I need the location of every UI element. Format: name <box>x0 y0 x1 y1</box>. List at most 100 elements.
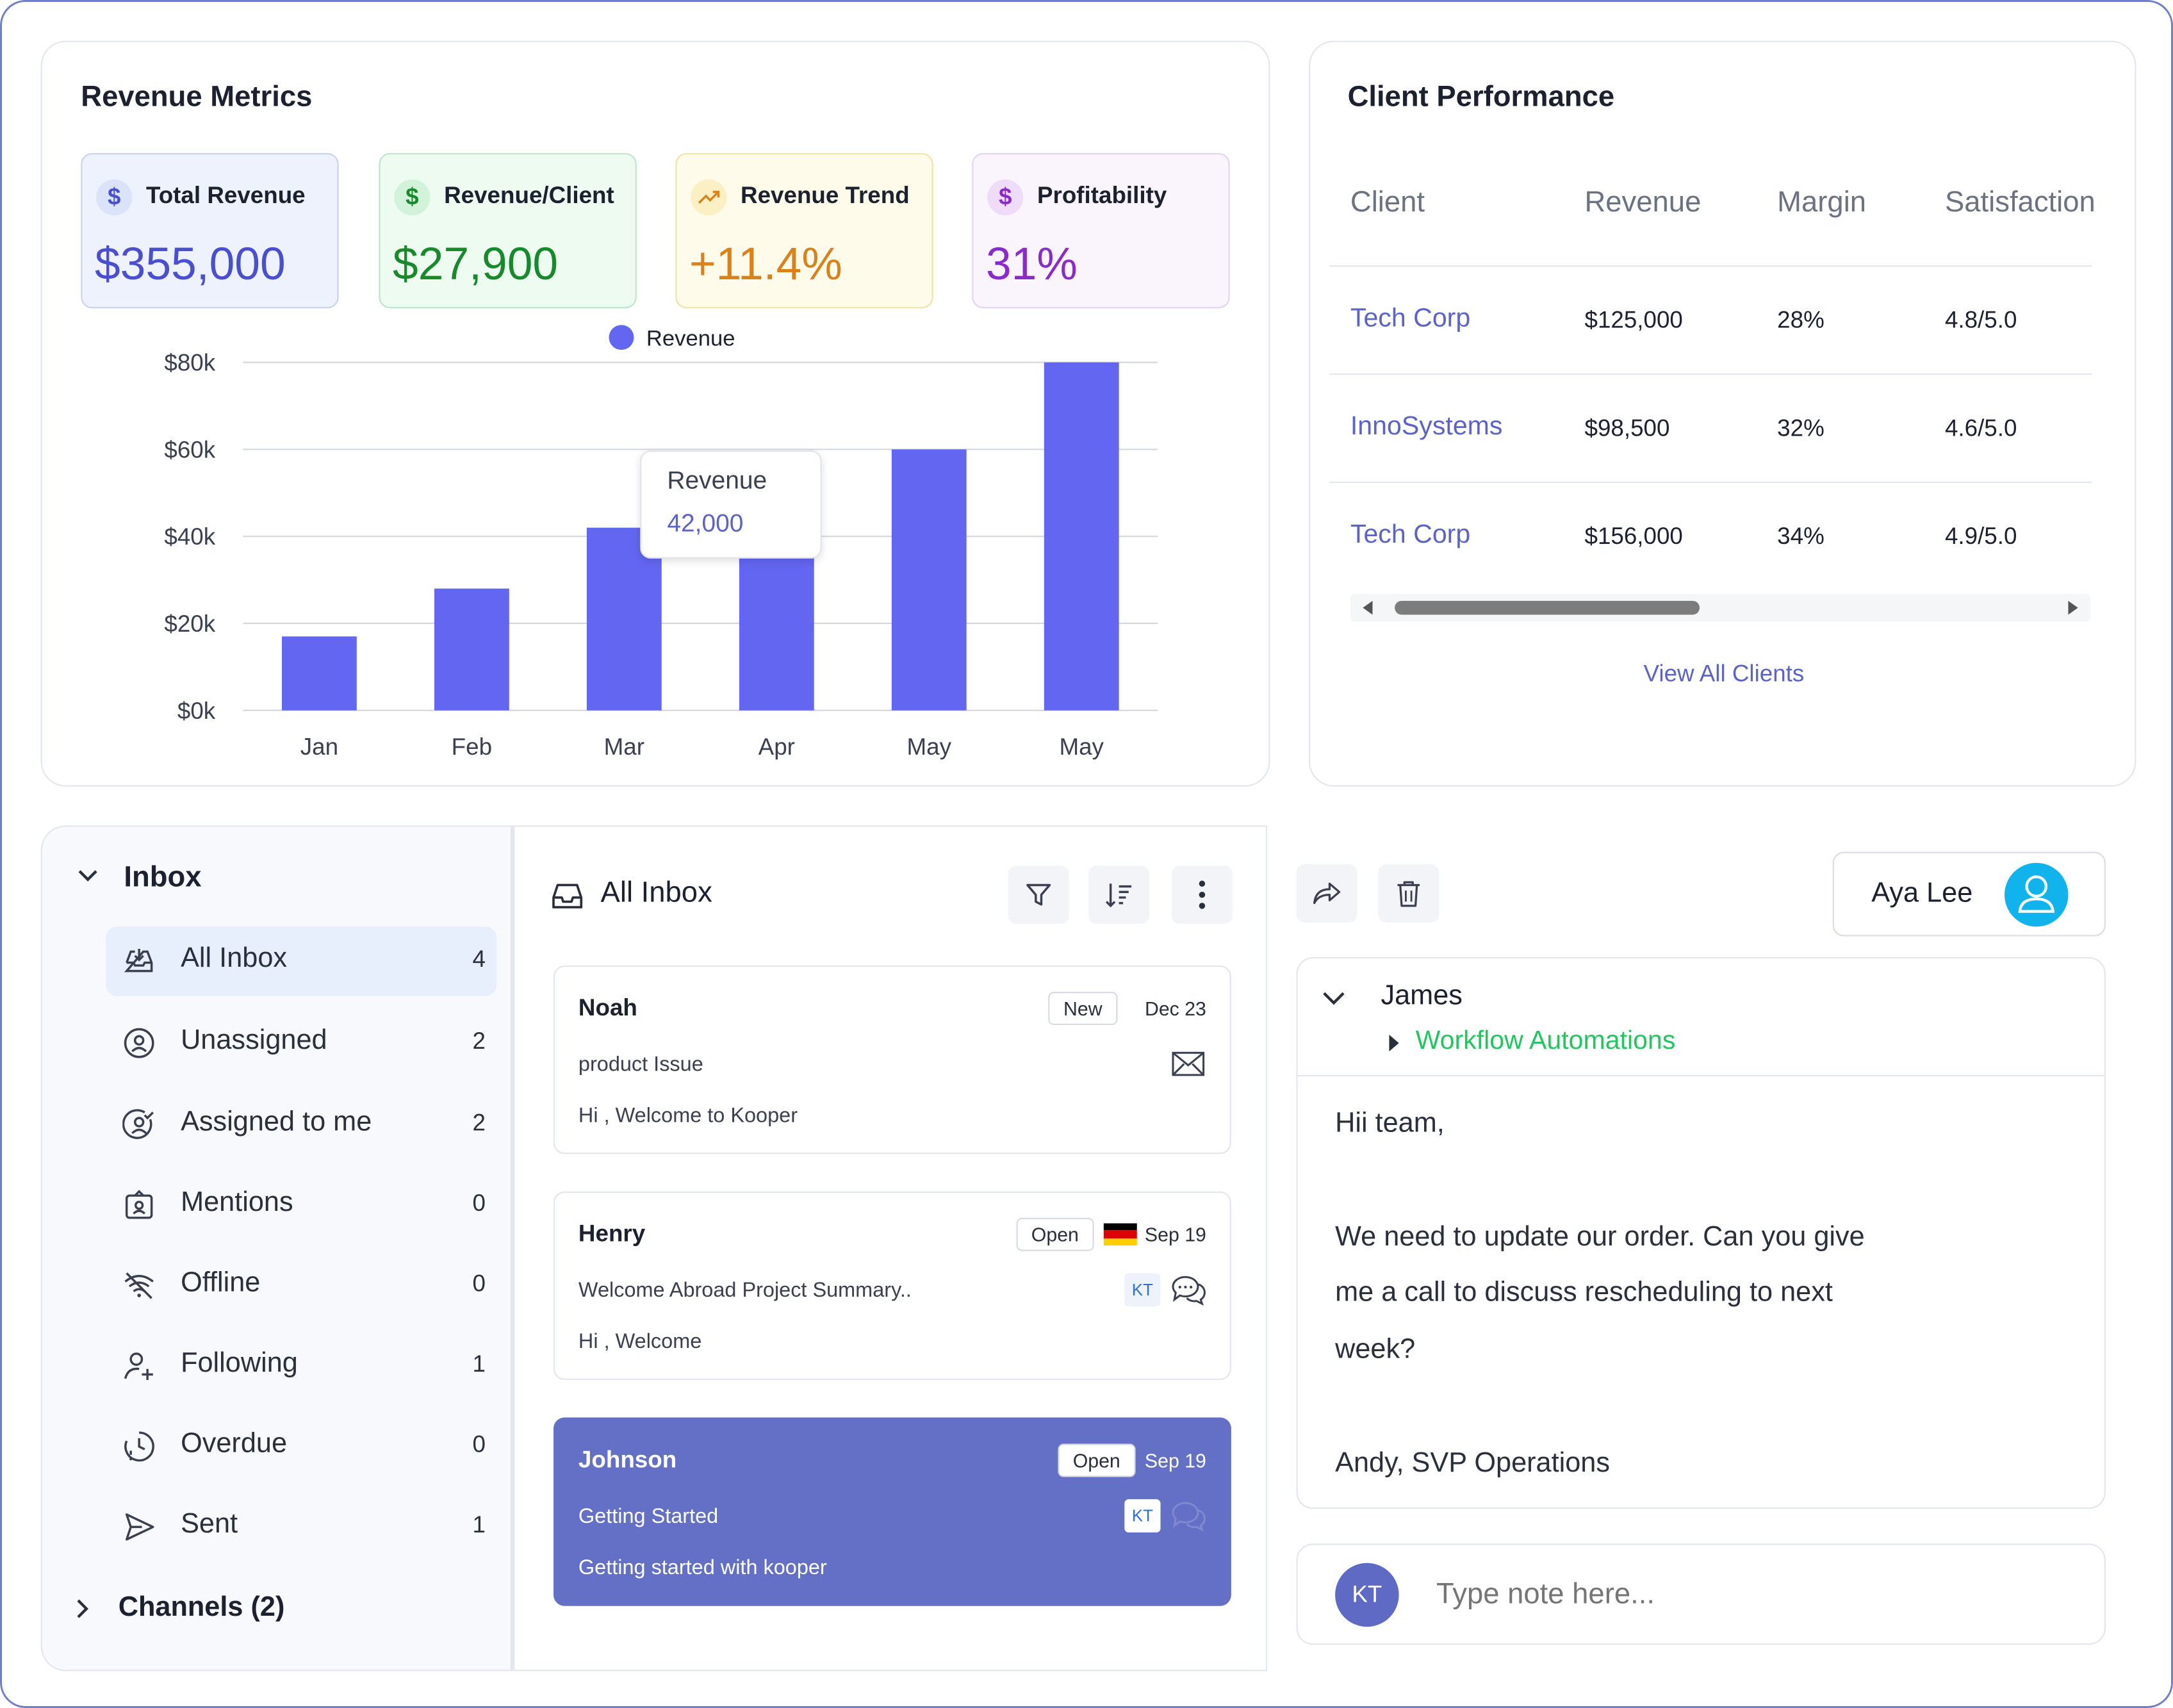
assignee-name: Aya Lee <box>1871 878 1973 909</box>
inbox-collapse-toggle[interactable] <box>76 863 101 888</box>
message-list-title: All Inbox <box>600 876 712 909</box>
sidebar-item-label: Overdue <box>181 1428 288 1459</box>
column-header-satisfaction[interactable]: Satisfaction <box>1944 186 2095 218</box>
sidebar-item-unassigned[interactable]: Unassigned 2 <box>106 1008 496 1078</box>
table-divider <box>1329 481 2092 483</box>
message-subject: Welcome Abroad Project Summary.. <box>578 1279 912 1302</box>
y-tick-label: $80k <box>164 350 215 376</box>
sidebar-item-overdue[interactable]: Overdue 0 <box>106 1412 496 1481</box>
scroll-left-arrow[interactable] <box>1363 600 1373 615</box>
channels-heading[interactable]: Channels (2) <box>118 1592 285 1623</box>
bar-may-5[interactable] <box>1044 362 1119 710</box>
workflow-automations-link[interactable]: Workflow Automations <box>1415 1026 1676 1056</box>
y-tick-label: $20k <box>164 611 215 637</box>
client-performance-title: Client Performance <box>1347 81 1615 113</box>
delete-button[interactable] <box>1378 864 1439 923</box>
client-revenue: $156,000 <box>1584 523 1683 550</box>
client-satisfaction: 4.6/5.0 <box>1944 415 2017 441</box>
tooltip-label: Revenue <box>667 467 767 495</box>
more-vertical-icon <box>1199 880 1206 909</box>
client-link[interactable]: Tech Corp <box>1350 520 1471 550</box>
user-circle-icon <box>124 1028 154 1058</box>
kpi-label: Revenue Trend <box>741 182 910 209</box>
user-check-circle-icon <box>122 1109 154 1139</box>
column-header-margin[interactable]: Margin <box>1777 186 1867 218</box>
mail-icon <box>1172 1051 1205 1076</box>
sidebar-item-label: Offline <box>181 1267 261 1299</box>
note-author-avatar: KT <box>1335 1563 1399 1627</box>
sidebar-item-offline[interactable]: Offline 0 <box>106 1251 496 1320</box>
message-card-johnson[interactable]: Johnson Open Sep 19 Getting Started KT G… <box>553 1417 1231 1606</box>
wifi-off-icon <box>124 1272 154 1299</box>
sidebar-item-assigned-to-me[interactable]: Assigned to me 2 <box>106 1090 496 1160</box>
sidebar-item-count: 2 <box>472 1110 486 1137</box>
sidebar-item-label: Assigned to me <box>181 1106 372 1138</box>
horizontal-scrollbar[interactable] <box>1350 594 2091 622</box>
kpi-total-revenue: $ Total Revenue $355,000 <box>81 152 339 309</box>
bar-feb-1[interactable] <box>434 588 509 710</box>
inbox-heading[interactable]: Inbox <box>124 861 202 894</box>
x-tick-label: Apr <box>758 734 795 760</box>
sidebar-item-all-inbox[interactable]: All Inbox 4 <box>106 926 497 996</box>
x-tick-label: Mar <box>604 734 644 760</box>
bar-jan-0[interactable] <box>281 636 357 710</box>
inbox-tray-icon <box>552 883 583 908</box>
message-sender: Noah <box>578 994 637 1021</box>
caret-right-icon[interactable] <box>1389 1035 1399 1052</box>
kpi-profitability: $ Profitability 31% <box>972 152 1230 309</box>
client-link[interactable]: InnoSystems <box>1350 412 1503 441</box>
x-tick-label: Jan <box>300 734 338 760</box>
chart-tooltip: Revenue 42,000 <box>640 450 822 559</box>
sidebar-item-count: 0 <box>472 1190 486 1217</box>
dollar-icon: $ <box>987 179 1024 216</box>
scroll-right-arrow[interactable] <box>2068 600 2078 615</box>
client-link[interactable]: Tech Corp <box>1350 304 1471 334</box>
client-satisfaction: 4.8/5.0 <box>1944 307 2017 334</box>
assignee-selector[interactable]: Aya Lee <box>1832 851 2106 937</box>
user-plus-icon <box>124 1352 153 1381</box>
message-card-henry[interactable]: Henry Open Sep 19 Welcome Abroad Project… <box>553 1191 1231 1381</box>
revenue-bar-chart: $0k $20k $40k $60k $80k Jan Feb Mar Apr May May R… <box>164 325 1158 760</box>
sidebar-item-count: 0 <box>472 1431 486 1458</box>
chevron-down-icon <box>1323 992 1345 1005</box>
message-date: Sep 19 <box>1144 1223 1206 1246</box>
view-all-clients-link[interactable]: View All Clients <box>1643 660 1805 687</box>
dollar-icon: $ <box>394 179 430 216</box>
sort-button[interactable] <box>1088 866 1150 924</box>
dollar-icon: $ <box>96 179 133 216</box>
note-input[interactable] <box>1436 1570 2074 1620</box>
more-options-button[interactable] <box>1171 866 1233 924</box>
user-icon <box>2018 875 2055 913</box>
conversation-collapse-toggle[interactable] <box>1320 983 1347 1011</box>
legend-label: Revenue <box>646 327 735 351</box>
y-tick-label: $40k <box>164 523 215 550</box>
sidebar-item-sent[interactable]: Sent 1 <box>106 1492 496 1561</box>
sidebar-item-count: 2 <box>472 1028 486 1055</box>
bar-may-4[interactable] <box>891 449 967 710</box>
chat-bubbles-icon <box>1172 1502 1206 1532</box>
column-header-revenue[interactable]: Revenue <box>1584 186 1702 218</box>
message-sender: Henry <box>578 1220 646 1247</box>
body-signature: Andy, SVP Operations <box>1335 1448 1611 1479</box>
note-composer: KT <box>1296 1543 2106 1645</box>
client-revenue: $98,500 <box>1584 415 1670 441</box>
message-list-panel: All Inbox Noah New Dec 23 product Issue … <box>510 825 1268 1671</box>
trash-icon <box>1397 881 1420 907</box>
filter-button[interactable] <box>1008 866 1069 924</box>
sidebar-item-mentions[interactable]: Mentions 0 <box>106 1170 496 1240</box>
channels-expand-toggle[interactable] <box>72 1597 92 1622</box>
kpi-revenue-trend: Revenue Trend +11.4% <box>675 152 933 309</box>
assignee-tag: KT <box>1124 1499 1161 1533</box>
message-card-noah[interactable]: Noah New Dec 23 product Issue Hi , Welco… <box>553 965 1231 1154</box>
kpi-value: $355,000 <box>94 237 286 289</box>
message-date: Dec 23 <box>1144 997 1206 1020</box>
body-greeting: Hii team, <box>1335 1108 1445 1139</box>
sidebar-item-count: 4 <box>472 946 486 973</box>
chevron-down-icon <box>78 870 97 882</box>
scrollbar-thumb[interactable] <box>1395 600 1700 615</box>
column-header-client[interactable]: Client <box>1350 186 1425 218</box>
client-margin: 28% <box>1777 307 1824 334</box>
sidebar-item-following[interactable]: Following 1 <box>106 1331 496 1400</box>
forward-button[interactable] <box>1296 864 1357 923</box>
